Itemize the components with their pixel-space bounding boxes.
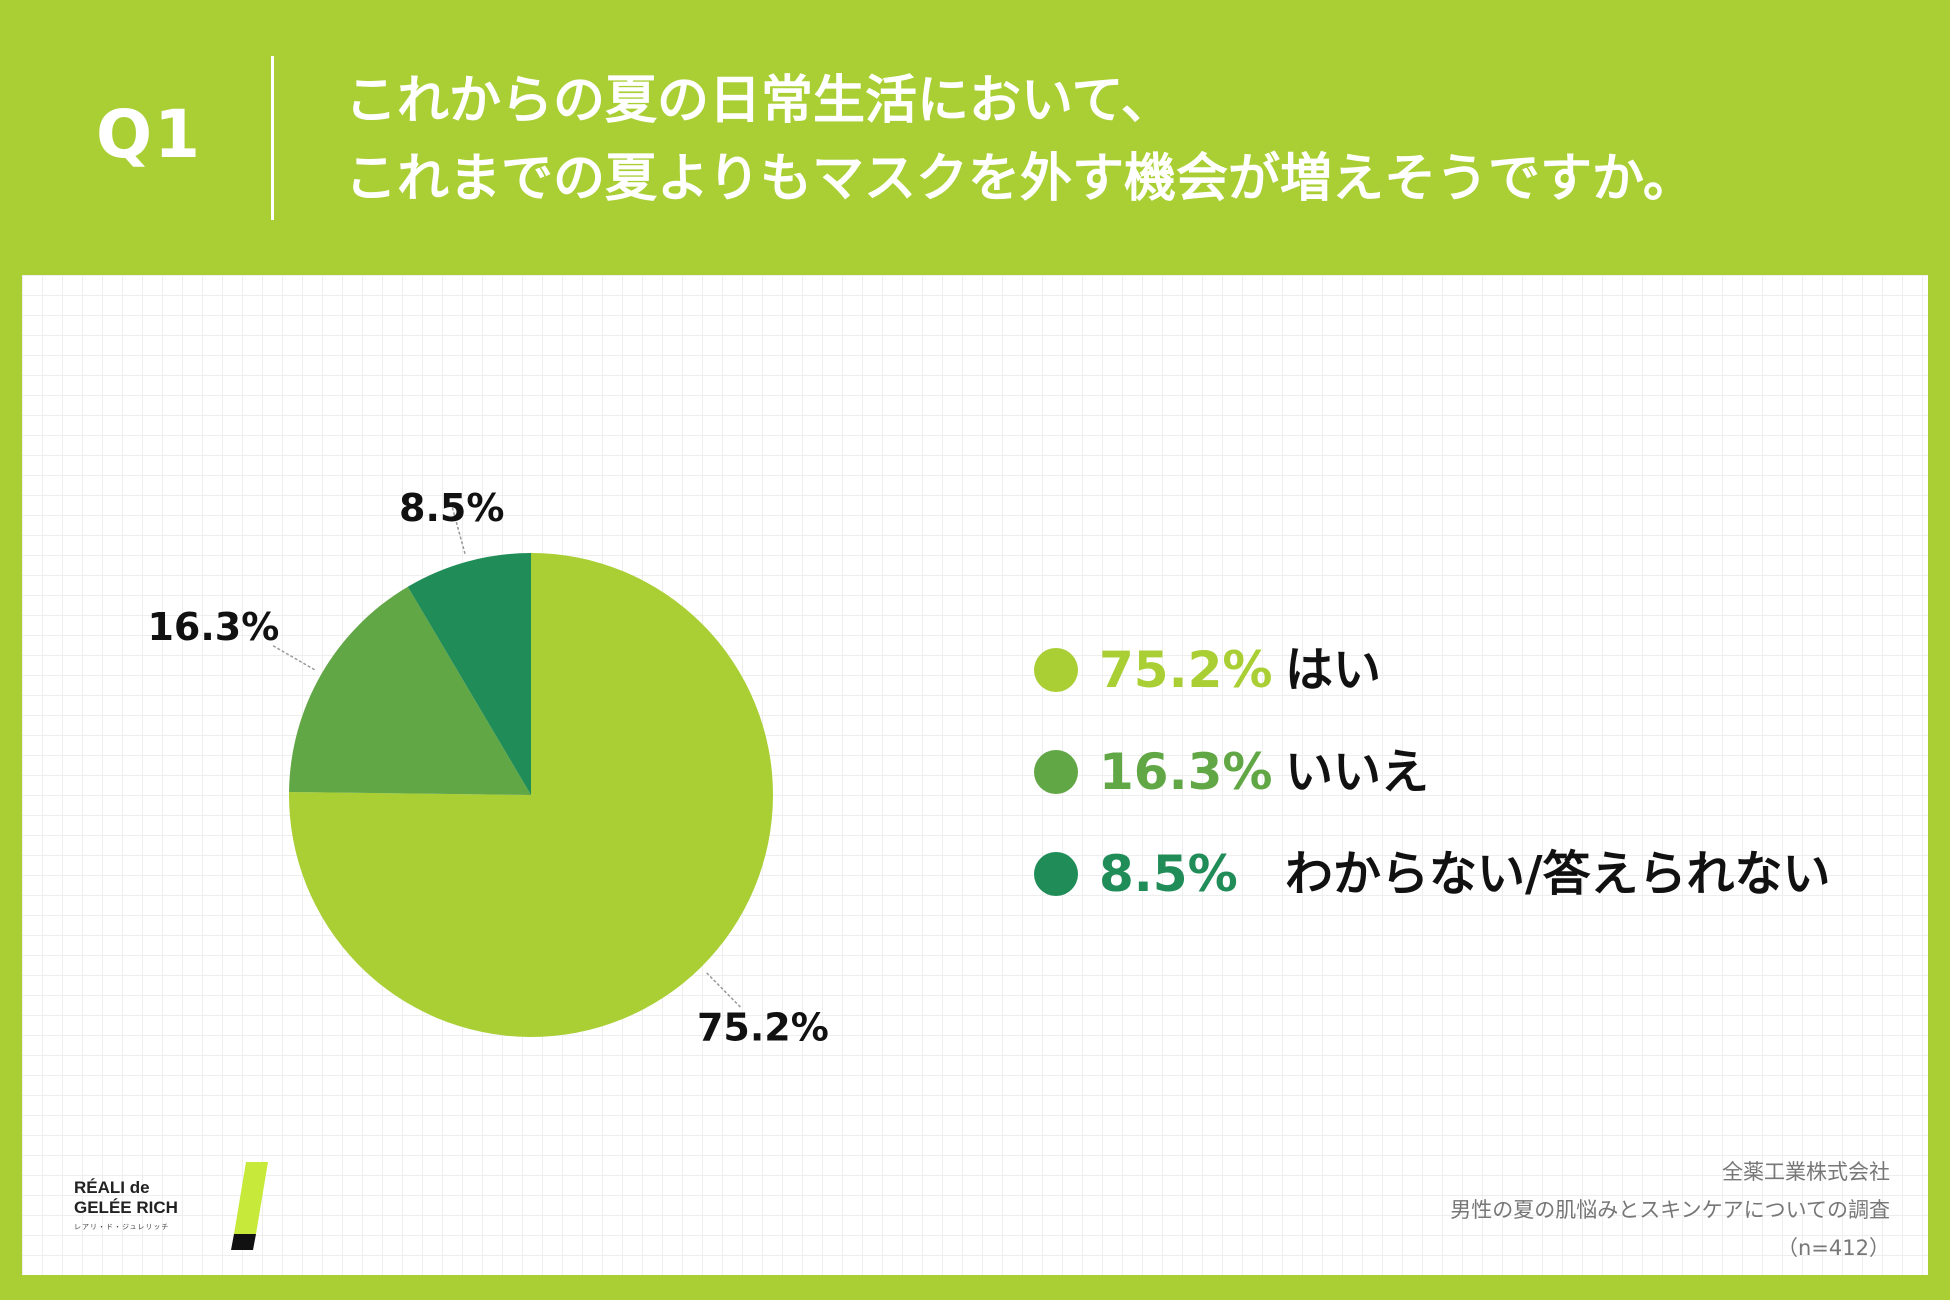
chart-panel: 75.2% 16.3% 8.5% 75.2% はい 16.3% いいえ 8.5% わ… — [22, 275, 1928, 1275]
source-sample: （n=412） — [1777, 1236, 1890, 1260]
pie-slice-no — [289, 586, 531, 795]
logo-text: RÉALI de GELÉE RICH — [74, 1178, 178, 1218]
logo-subtext: レアリ・ド・ジュレリッチ — [74, 1223, 170, 1231]
source-survey: 男性の夏の肌悩みとスキンケアについての調査 — [1450, 1198, 1890, 1222]
source-company: 全薬工業株式会社 — [1722, 1160, 1890, 1184]
legend-pct-unknown: 8.5% — [1099, 845, 1238, 903]
header-divider — [271, 56, 274, 220]
pie-label-unknown: 8.5% — [399, 486, 504, 530]
question-title: これからの夏の日常生活において、 これまでの夏よりもマスクを外す機会が増えそうで… — [345, 62, 1905, 218]
legend-pct-yes: 75.2% — [1099, 641, 1273, 699]
logo-line-1: RÉALI de — [74, 1178, 150, 1197]
legend-pct-no: 16.3% — [1099, 743, 1273, 801]
legend-dot-no — [1034, 750, 1078, 794]
pie-chart: 75.2% 16.3% 8.5% — [147, 486, 829, 1049]
pie-leader-yes — [706, 972, 743, 1009]
pie-leader-unknown — [451, 505, 466, 555]
legend-label-no: いいえ — [1285, 744, 1430, 800]
source-note: 全薬工業株式会社 男性の夏の肌悩みとスキンケアについての調査 （n=412） — [1450, 1153, 1890, 1267]
logo-stick-icon — [231, 1162, 268, 1250]
legend-dot-yes — [1034, 648, 1078, 692]
legend-label-yes: はい — [1285, 642, 1382, 698]
pie-leader-no — [270, 644, 316, 671]
legend-dot-unknown — [1034, 852, 1078, 896]
pie-slice-unknown — [407, 553, 531, 795]
logo-line-2: GELÉE RICH — [74, 1198, 178, 1217]
pie-label-yes: 75.2% — [697, 1005, 829, 1049]
header: Q1 これからの夏の日常生活において、 これまでの夏よりもマスクを外す機会が増え… — [0, 0, 1950, 275]
question-title-line-1: これからの夏の日常生活において、 — [345, 71, 1173, 131]
question-number: Q1 — [96, 96, 203, 173]
question-title-line-2: これまでの夏よりもマスクを外す機会が増えそうですか。 — [345, 149, 1695, 209]
legend-label-unknown: わからない/答えられない — [1285, 846, 1831, 902]
pie-label-no: 16.3% — [147, 605, 279, 649]
brand-logo: RÉALI de GELÉE RICH レアリ・ド・ジュレリッチ — [74, 1160, 314, 1250]
